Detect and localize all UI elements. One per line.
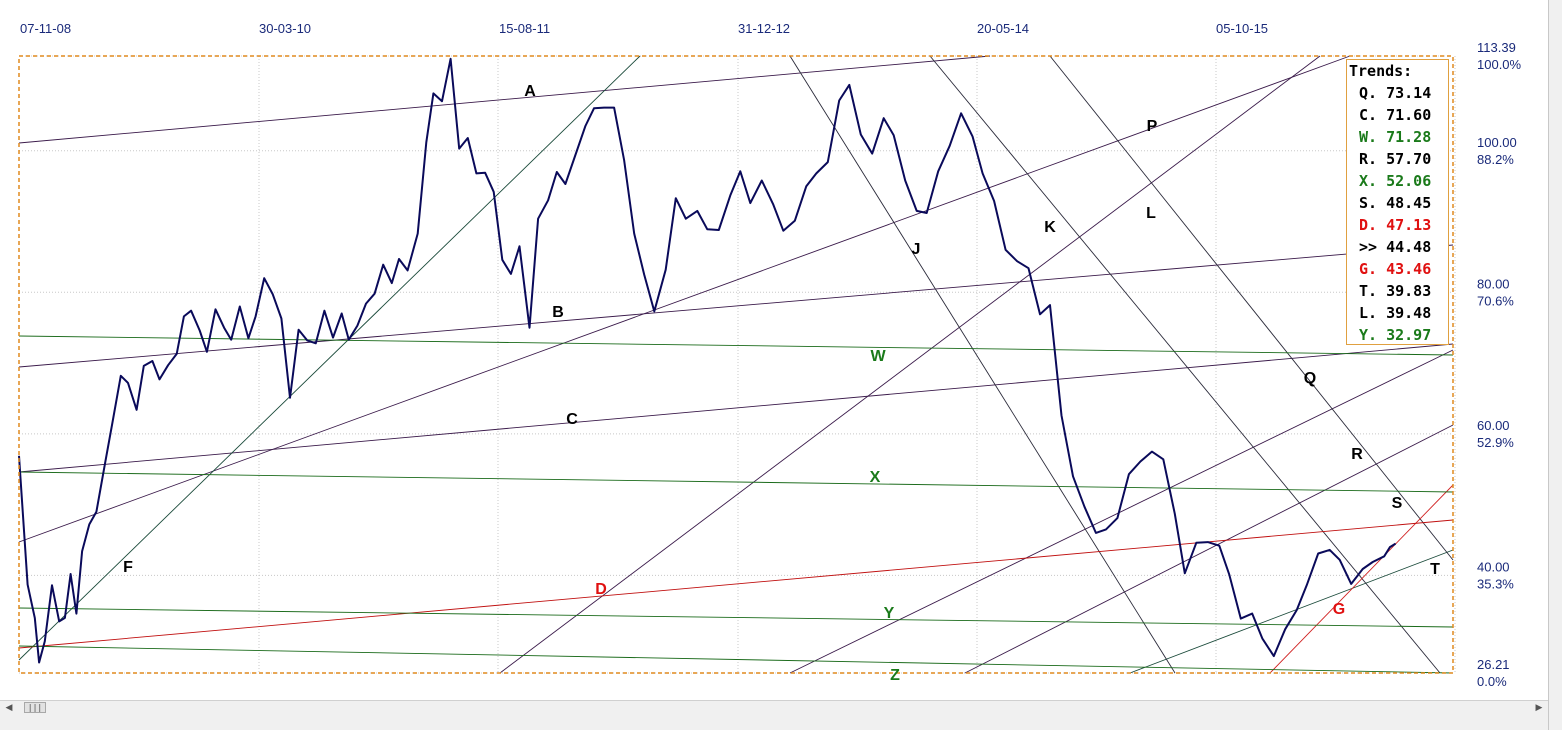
legend-row: >> 44.48	[1359, 238, 1432, 256]
x-tick-label: 15-08-11	[499, 21, 550, 36]
trend-line	[964, 424, 1454, 674]
trend-label-x: X	[870, 469, 881, 486]
trend-label-w: W	[870, 348, 886, 365]
scrollbar-thumb[interactable]: |||	[24, 702, 46, 713]
price-series	[18, 57, 1397, 664]
trend-label-q: Q	[1304, 370, 1316, 387]
y-tick-value: 100.00	[1477, 135, 1517, 150]
trend-label-a: A	[524, 83, 536, 100]
trend-label-k: K	[1044, 219, 1056, 236]
x-tick-label: 07-11-08	[20, 21, 71, 36]
legend-row: C. 71.60	[1359, 106, 1432, 124]
trend-line	[1269, 484, 1454, 674]
price-chart: 07-11-08 30-03-10 15-08-11 31-12-12 20-05-14…	[18, 21, 1522, 689]
trend-line	[929, 55, 1441, 674]
y-tick-value: 60.00	[1477, 418, 1510, 433]
y-tick-pct: 70.6%	[1477, 293, 1514, 308]
trend-label-b: B	[552, 304, 564, 321]
y-tick-pct: 52.9%	[1477, 435, 1514, 450]
trend-line	[499, 55, 1321, 674]
trend-label-d: D	[595, 581, 607, 598]
scroll-left-icon[interactable]: ◀	[5, 703, 13, 713]
trend-label-p: P	[1147, 118, 1158, 135]
legend-row: R. 57.70	[1359, 150, 1432, 168]
y-axis: 113.39 100.0% 100.00 88.2% 80.00 70.6% 60.00 52…	[1477, 40, 1522, 689]
trends-legend: Trends: Q. 73.14 C. 71.60 W. 71.28 R. 57.70…	[1346, 59, 1449, 345]
legend-row: X. 52.06	[1359, 172, 1432, 190]
trend-line	[18, 471, 1454, 493]
trend-label-c: C	[566, 411, 578, 428]
trend-line	[18, 55, 991, 144]
legend-row: Y. 32.97	[1359, 326, 1432, 344]
legend-row: S. 48.45	[1359, 194, 1432, 212]
trend-lines	[18, 55, 1454, 674]
chart-grid	[19, 55, 1456, 674]
y-tick-value: 113.39	[1477, 40, 1516, 55]
plot-area-border	[18, 55, 1454, 674]
trend-line	[18, 519, 1454, 649]
trend-line	[789, 55, 1176, 674]
trend-line	[18, 55, 1351, 543]
trend-line	[18, 343, 1454, 473]
legend-title: Trends:	[1349, 62, 1413, 80]
y-tick-pct: 0.0%	[1477, 674, 1507, 689]
trend-label-g: G	[1333, 601, 1345, 618]
x-tick-label: 20-05-14	[977, 21, 1029, 36]
trend-label-y: Y	[884, 605, 895, 622]
horizontal-scrollbar[interactable]: ◀ ||| ▶	[0, 700, 1548, 715]
y-tick-value: 26.21	[1477, 657, 1510, 672]
y-tick-pct: 100.0%	[1477, 57, 1522, 72]
price-line	[18, 57, 1397, 664]
trend-line	[789, 349, 1454, 674]
legend-row: D. 47.13	[1359, 216, 1432, 234]
trend-line	[1049, 55, 1454, 561]
scroll-right-icon[interactable]: ▶	[1535, 703, 1543, 713]
trend-label-t: T	[1430, 561, 1440, 578]
trend-label-l: L	[1146, 205, 1156, 222]
trend-line-labels: A B C D F G J K L P Q R S T W X Y Z	[123, 83, 1440, 684]
x-tick-label: 05-10-15	[1216, 21, 1268, 36]
x-axis: 07-11-08 30-03-10 15-08-11 31-12-12 20-05-14…	[20, 21, 1268, 36]
trend-line	[18, 335, 1454, 356]
trend-line	[18, 607, 1454, 628]
trend-label-z: Z	[890, 667, 900, 684]
legend-row: L. 39.48	[1359, 304, 1432, 322]
y-tick-pct: 35.3%	[1477, 576, 1514, 591]
legend-row: W. 71.28	[1359, 128, 1432, 146]
trend-label-j: J	[912, 241, 921, 258]
status-bar	[0, 715, 1548, 730]
y-tick-value: 80.00	[1477, 276, 1510, 291]
x-tick-label: 30-03-10	[259, 21, 311, 36]
trend-label-s: S	[1392, 495, 1403, 512]
y-tick-pct: 88.2%	[1477, 152, 1514, 167]
x-tick-label: 31-12-12	[738, 21, 790, 36]
trend-line	[1129, 549, 1454, 674]
trend-label-r: R	[1351, 446, 1363, 463]
trend-line	[18, 55, 641, 661]
window-right-border	[1548, 0, 1562, 730]
trend-line	[18, 244, 1454, 368]
y-tick-value: 40.00	[1477, 559, 1510, 574]
legend-row: G. 43.46	[1359, 260, 1432, 278]
trend-label-f: F	[123, 559, 133, 576]
trend-line	[18, 645, 1454, 674]
legend-row: Q. 73.14	[1359, 84, 1432, 102]
legend-row: T. 39.83	[1359, 282, 1432, 300]
